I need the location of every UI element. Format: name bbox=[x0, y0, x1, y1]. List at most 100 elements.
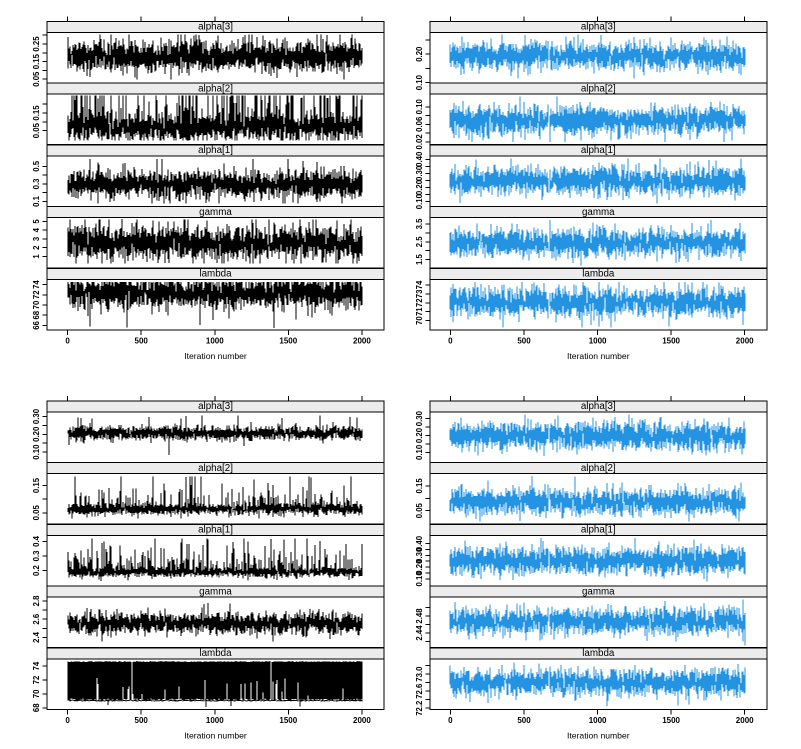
svg-text:71: 71 bbox=[415, 307, 424, 316]
svg-text:1.5: 1.5 bbox=[415, 254, 424, 266]
svg-text:0.30: 0.30 bbox=[415, 410, 424, 426]
svg-text:alpha[2]: alpha[2] bbox=[581, 463, 616, 474]
svg-text:1000: 1000 bbox=[589, 716, 607, 725]
svg-text:0.30: 0.30 bbox=[415, 165, 424, 181]
svg-text:74: 74 bbox=[32, 280, 41, 289]
svg-text:2.5: 2.5 bbox=[415, 236, 424, 248]
svg-text:Iteration number: Iteration number bbox=[184, 351, 247, 361]
svg-text:73.0: 73.0 bbox=[415, 666, 424, 682]
svg-text:72: 72 bbox=[32, 675, 41, 684]
svg-text:1000: 1000 bbox=[206, 716, 224, 725]
svg-text:0.10: 0.10 bbox=[415, 571, 424, 587]
svg-text:1: 1 bbox=[32, 254, 41, 259]
svg-text:500: 500 bbox=[135, 337, 149, 346]
svg-text:1500: 1500 bbox=[662, 337, 680, 346]
svg-text:0.3: 0.3 bbox=[32, 550, 41, 562]
svg-text:1000: 1000 bbox=[589, 337, 607, 346]
svg-text:2000: 2000 bbox=[736, 337, 754, 346]
svg-text:lambda: lambda bbox=[199, 648, 232, 659]
svg-text:alpha[3]: alpha[3] bbox=[198, 22, 233, 33]
svg-text:72.2: 72.2 bbox=[415, 700, 424, 716]
svg-text:alpha[3]: alpha[3] bbox=[581, 22, 616, 33]
svg-text:0: 0 bbox=[65, 716, 70, 725]
svg-text:2.44: 2.44 bbox=[415, 625, 424, 641]
svg-text:0.10: 0.10 bbox=[415, 193, 424, 209]
svg-text:0.06: 0.06 bbox=[415, 116, 424, 132]
svg-text:2.48: 2.48 bbox=[415, 608, 424, 624]
svg-text:70: 70 bbox=[32, 300, 41, 309]
svg-text:500: 500 bbox=[517, 716, 531, 725]
svg-text:0.30: 0.30 bbox=[32, 408, 41, 424]
svg-text:0.1: 0.1 bbox=[32, 195, 41, 207]
svg-text:2.6: 2.6 bbox=[32, 613, 41, 625]
svg-text:lambda: lambda bbox=[199, 269, 232, 280]
svg-text:73: 73 bbox=[415, 289, 424, 298]
svg-text:0: 0 bbox=[448, 716, 453, 725]
svg-text:0.2: 0.2 bbox=[32, 565, 41, 577]
svg-text:alpha[2]: alpha[2] bbox=[198, 83, 233, 94]
svg-text:72: 72 bbox=[415, 298, 424, 307]
svg-text:alpha[3]: alpha[3] bbox=[581, 401, 616, 412]
svg-text:0.5: 0.5 bbox=[32, 160, 41, 172]
svg-text:74: 74 bbox=[32, 661, 41, 670]
svg-text:2: 2 bbox=[32, 245, 41, 250]
svg-text:Iteration number: Iteration number bbox=[184, 731, 247, 741]
svg-text:3.5: 3.5 bbox=[415, 218, 424, 230]
svg-text:2000: 2000 bbox=[353, 716, 371, 725]
svg-text:1500: 1500 bbox=[662, 716, 680, 725]
svg-text:0.40: 0.40 bbox=[415, 535, 424, 551]
svg-text:1500: 1500 bbox=[279, 716, 297, 725]
svg-text:alpha[2]: alpha[2] bbox=[198, 463, 233, 474]
svg-text:gamma: gamma bbox=[582, 207, 615, 218]
svg-text:0.10: 0.10 bbox=[415, 99, 424, 115]
svg-text:0.15: 0.15 bbox=[415, 478, 424, 494]
svg-text:74: 74 bbox=[415, 280, 424, 289]
svg-text:alpha[3]: alpha[3] bbox=[198, 401, 233, 412]
svg-text:alpha[1]: alpha[1] bbox=[198, 145, 233, 156]
svg-text:0.10: 0.10 bbox=[415, 444, 424, 460]
svg-text:0.05: 0.05 bbox=[32, 122, 41, 138]
svg-text:72.6: 72.6 bbox=[415, 683, 424, 699]
svg-text:0.15: 0.15 bbox=[32, 477, 41, 493]
svg-text:alpha[1]: alpha[1] bbox=[581, 525, 616, 536]
svg-text:0.25: 0.25 bbox=[32, 36, 41, 52]
svg-text:0: 0 bbox=[65, 337, 70, 346]
svg-text:alpha[1]: alpha[1] bbox=[198, 525, 233, 536]
svg-text:2000: 2000 bbox=[736, 716, 754, 725]
svg-text:3: 3 bbox=[32, 236, 41, 241]
svg-text:0.10: 0.10 bbox=[32, 444, 41, 460]
svg-text:0.05: 0.05 bbox=[32, 71, 41, 87]
svg-text:0.10: 0.10 bbox=[415, 74, 424, 90]
svg-text:500: 500 bbox=[517, 337, 531, 346]
svg-text:0.3: 0.3 bbox=[32, 178, 41, 190]
svg-text:alpha[2]: alpha[2] bbox=[581, 83, 616, 94]
svg-text:0.20: 0.20 bbox=[415, 46, 424, 62]
svg-text:0: 0 bbox=[448, 337, 453, 346]
svg-text:70: 70 bbox=[415, 316, 424, 325]
svg-text:0.20: 0.20 bbox=[32, 426, 41, 442]
svg-text:0.15: 0.15 bbox=[32, 105, 41, 121]
svg-text:0.15: 0.15 bbox=[32, 53, 41, 69]
svg-text:68: 68 bbox=[32, 310, 41, 319]
svg-text:5: 5 bbox=[32, 219, 41, 224]
svg-text:0.40: 0.40 bbox=[415, 151, 424, 167]
svg-text:68: 68 bbox=[32, 703, 41, 712]
svg-text:gamma: gamma bbox=[199, 586, 232, 597]
svg-text:4: 4 bbox=[32, 227, 41, 232]
svg-text:66: 66 bbox=[32, 320, 41, 329]
svg-text:0.30: 0.30 bbox=[415, 547, 424, 563]
svg-text:0.20: 0.20 bbox=[415, 559, 424, 575]
svg-text:2.4: 2.4 bbox=[32, 631, 41, 643]
svg-text:70: 70 bbox=[32, 689, 41, 698]
svg-text:0.05: 0.05 bbox=[415, 502, 424, 518]
svg-text:0.02: 0.02 bbox=[415, 134, 424, 150]
svg-text:2000: 2000 bbox=[353, 337, 371, 346]
svg-text:0.20: 0.20 bbox=[415, 427, 424, 443]
svg-text:Iteration number: Iteration number bbox=[567, 351, 630, 361]
svg-text:0.20: 0.20 bbox=[415, 179, 424, 195]
svg-text:2.8: 2.8 bbox=[32, 595, 41, 607]
svg-text:Iteration number: Iteration number bbox=[567, 731, 630, 741]
svg-text:0.05: 0.05 bbox=[32, 505, 41, 521]
svg-text:1000: 1000 bbox=[206, 337, 224, 346]
svg-text:alpha[1]: alpha[1] bbox=[581, 145, 616, 156]
